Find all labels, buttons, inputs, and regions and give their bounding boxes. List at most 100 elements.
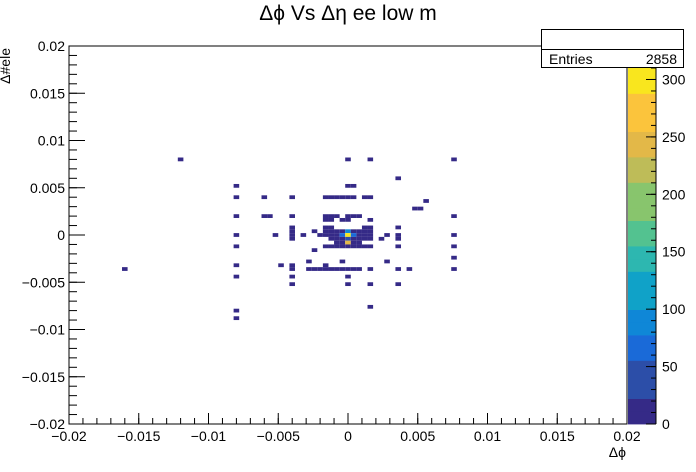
palette-tick-label: 200 bbox=[662, 186, 686, 202]
palette-tick-label: 300 bbox=[662, 71, 686, 87]
heatmap-bin bbox=[278, 263, 284, 268]
palette-cell bbox=[628, 284, 656, 298]
chart-title: Δϕ Vs Δη ee low m bbox=[259, 2, 437, 25]
heatmap-bin bbox=[367, 282, 374, 287]
heatmap-bin bbox=[289, 236, 295, 241]
heatmap-bin bbox=[350, 214, 357, 218]
heatmap-bin bbox=[261, 214, 268, 218]
palette-cell bbox=[628, 258, 656, 272]
heatmap-bin bbox=[356, 236, 362, 241]
palette-cell bbox=[628, 68, 656, 82]
stats-entries-row: Entries 2858 bbox=[542, 50, 683, 67]
y-tick-label: −0.005 bbox=[22, 274, 65, 290]
heatmap-bin bbox=[345, 214, 351, 218]
x-tick-label: 0.015 bbox=[540, 428, 575, 444]
palette-cell bbox=[628, 220, 656, 234]
palette-cell bbox=[628, 271, 656, 285]
x-tick-label: −0.01 bbox=[191, 428, 227, 444]
heatmap-bin bbox=[356, 267, 362, 271]
heatmap-bin bbox=[339, 259, 346, 264]
heatmap-bin bbox=[356, 229, 362, 234]
palette-cell bbox=[628, 373, 656, 387]
x-tick-label: 0.005 bbox=[400, 428, 435, 444]
palette-cell bbox=[628, 309, 656, 323]
heatmap-bin bbox=[328, 225, 335, 230]
heatmap-bin bbox=[328, 233, 335, 237]
heatmap-bin bbox=[322, 225, 329, 230]
palette-cell bbox=[628, 360, 656, 374]
heatmap-bin bbox=[328, 217, 335, 222]
heatmap-bin bbox=[289, 233, 295, 237]
heatmap-bin bbox=[289, 282, 295, 287]
palette-cell bbox=[628, 398, 656, 412]
heatmap-bin bbox=[272, 233, 279, 237]
heatmap-bin bbox=[361, 244, 368, 249]
x-axis: −0.02 −0.015 −0.01 −0.005 0 0.005 0.01 0.015 0.0… bbox=[51, 413, 641, 444]
heatmap-bin bbox=[395, 176, 402, 181]
y-axis: −0.02 −0.015 −0.01 −0.005 0 0.005 0.01 0.015 0.0… bbox=[22, 38, 85, 432]
heatmap-bin bbox=[289, 225, 295, 230]
y-tick-label: 0.015 bbox=[30, 85, 65, 101]
y-tick-label: 0.005 bbox=[30, 180, 65, 196]
palette-tick-label: 100 bbox=[662, 301, 686, 317]
heatmap-bin bbox=[177, 157, 184, 162]
heatmap-bin bbox=[328, 267, 335, 271]
heatmap-bin bbox=[233, 195, 240, 200]
heatmap-bin bbox=[345, 195, 351, 200]
y-tick-label: −0.01 bbox=[30, 322, 66, 338]
heatmap-bin bbox=[350, 229, 357, 234]
palette-tick-label: 250 bbox=[662, 129, 686, 145]
heatmap-bin bbox=[311, 267, 318, 271]
palette-cell bbox=[628, 118, 656, 132]
heatmap-bin bbox=[306, 259, 312, 264]
heatmap-bin bbox=[367, 217, 374, 222]
x-tick-label: −0.015 bbox=[117, 428, 160, 444]
palette-cell bbox=[628, 296, 656, 310]
palette-cell bbox=[628, 347, 656, 361]
heatmap-bins bbox=[122, 157, 457, 321]
x-tick-label: −0.02 bbox=[51, 428, 87, 444]
heatmap-bin bbox=[345, 240, 351, 245]
heatmap-bin bbox=[361, 195, 368, 200]
heatmap-bin bbox=[361, 225, 368, 230]
heatmap-bin bbox=[334, 267, 340, 271]
heatmap-bin bbox=[423, 199, 429, 203]
palette-cell bbox=[628, 93, 656, 107]
x-tick-label: 0.01 bbox=[474, 428, 501, 444]
heatmap-bin bbox=[289, 267, 295, 271]
heatmap-bin bbox=[311, 229, 318, 234]
heatmap-bin bbox=[395, 225, 402, 230]
heatmap-bin bbox=[317, 233, 323, 237]
heatmap-bin bbox=[384, 259, 390, 264]
heatmap-bin bbox=[261, 195, 268, 200]
palette-cell bbox=[628, 207, 656, 221]
heatmap-bin bbox=[350, 267, 357, 271]
heatmap-bin bbox=[345, 183, 351, 188]
heatmap-bin bbox=[367, 304, 374, 309]
heatmap-bin bbox=[328, 229, 335, 234]
heatmap-bin bbox=[350, 233, 357, 237]
heatmap-bin bbox=[356, 214, 362, 218]
heatmap-bin bbox=[322, 263, 329, 268]
heatmap-bin bbox=[289, 274, 295, 279]
heatmap-bin bbox=[345, 217, 351, 222]
heatmap-bin bbox=[350, 244, 357, 249]
heatmap-bin bbox=[367, 244, 374, 249]
heatmap-bin bbox=[339, 244, 346, 249]
heatmap-bin bbox=[289, 229, 295, 234]
heatmap-bin bbox=[345, 282, 351, 287]
heatmap-bin bbox=[367, 225, 374, 230]
heatmap-bin bbox=[233, 183, 240, 188]
heatmap-bin bbox=[289, 214, 295, 218]
heatmap-bin bbox=[233, 233, 240, 237]
x-axis-label: Δϕ bbox=[609, 444, 626, 460]
stats-header bbox=[542, 30, 683, 50]
heatmap-bin bbox=[322, 267, 329, 271]
heatmap-bin bbox=[367, 236, 374, 241]
y-tick-label: 0.02 bbox=[38, 38, 65, 54]
heatmap-bin bbox=[384, 233, 390, 237]
heatmap-bin bbox=[322, 244, 329, 249]
heatmap-bin bbox=[395, 244, 402, 249]
heatmap-bin bbox=[339, 233, 346, 237]
heatmap-bin bbox=[345, 274, 351, 279]
